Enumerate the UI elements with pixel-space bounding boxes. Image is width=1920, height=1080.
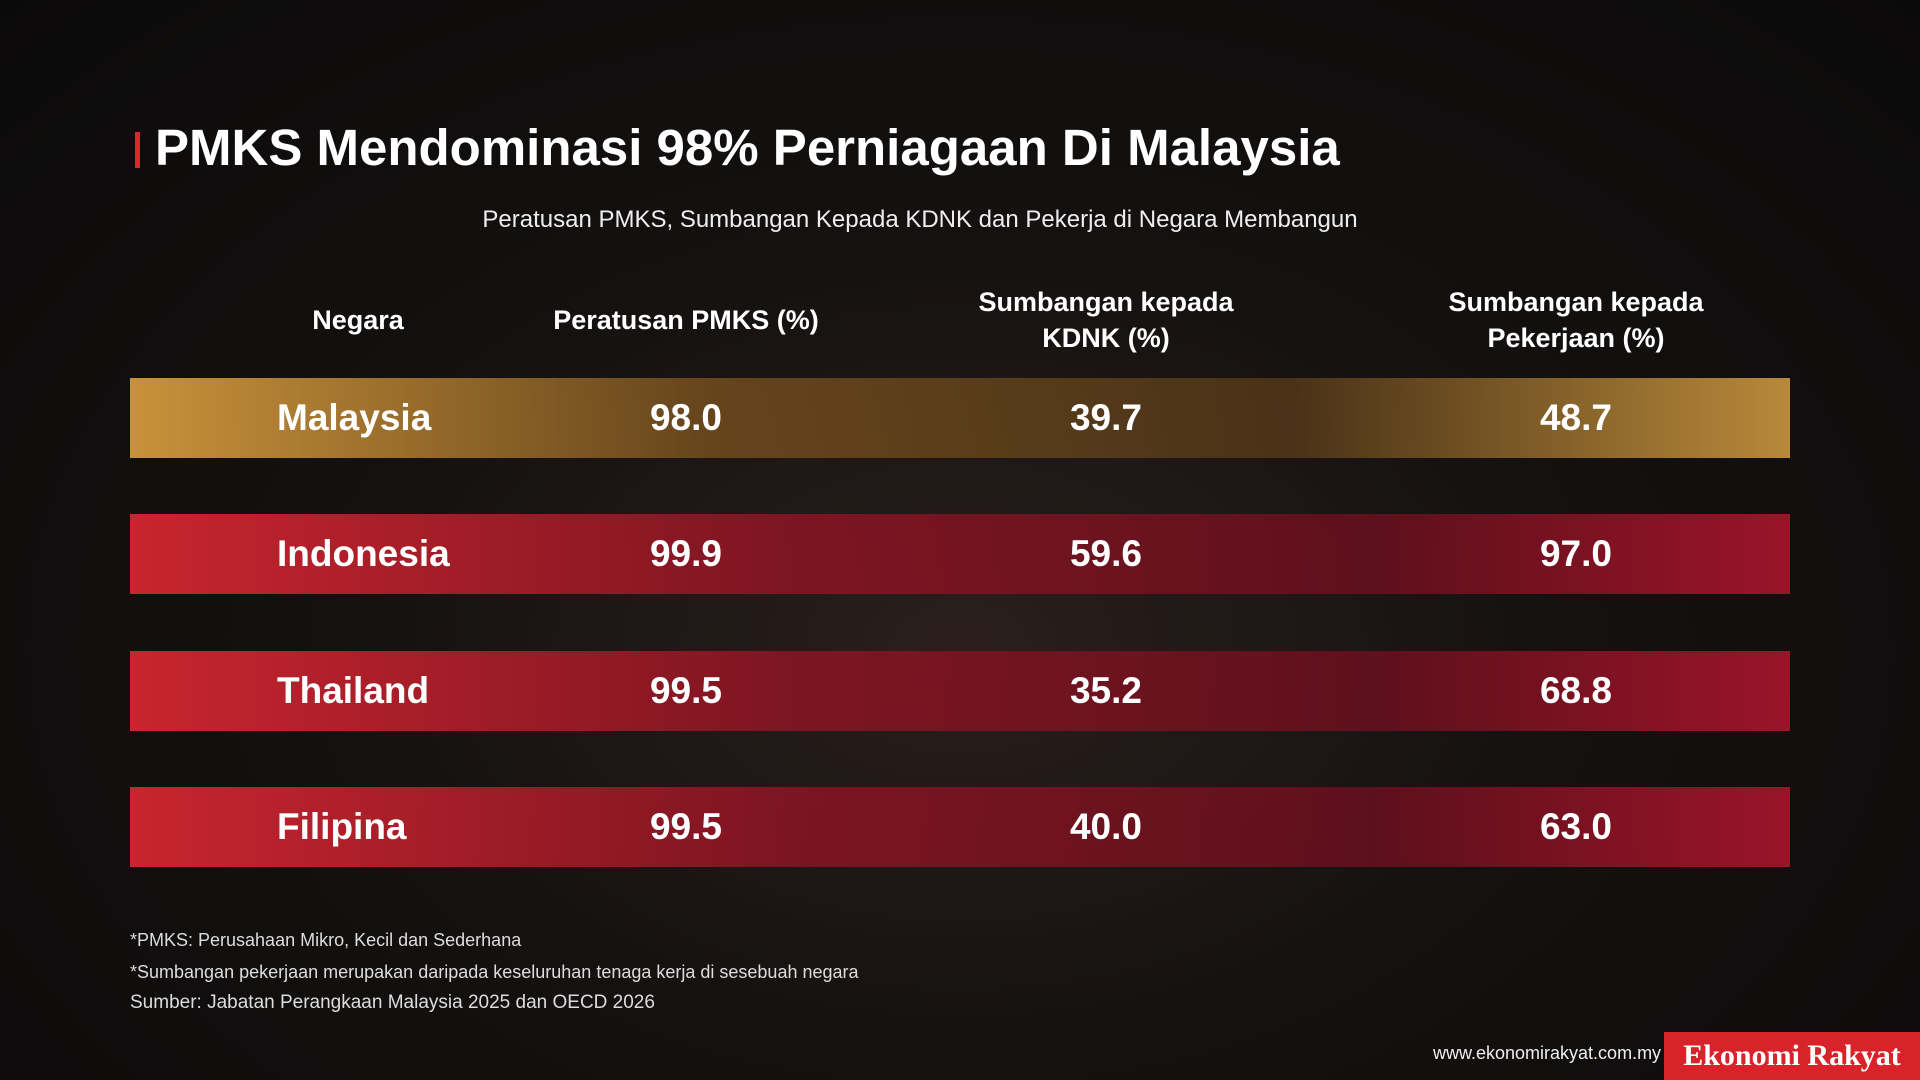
title-accent xyxy=(135,132,140,168)
brand-logo: Ekonomi Rakyat xyxy=(1664,1032,1920,1080)
title: PMKS Mendominasi 98% Perniagaan Di Malay… xyxy=(155,119,1340,176)
table-row: Indonesia 99.9 59.6 97.0 xyxy=(130,514,1790,594)
website: www.ekonomirakyat.com.my xyxy=(1433,1043,1662,1063)
value-cell: 98.0 xyxy=(649,397,722,438)
value-cell: 59.6 xyxy=(1069,533,1142,574)
value-cell: 40.0 xyxy=(1069,806,1142,847)
column-header: Peratusan PMKS (%) xyxy=(553,305,819,335)
value-cell: 39.7 xyxy=(1069,397,1142,438)
value-cell: 48.7 xyxy=(1539,397,1612,438)
subtitle: Peratusan PMKS, Sumbangan Kepada KDNK da… xyxy=(482,206,1358,233)
table-row: Thailand 99.5 35.2 68.8 xyxy=(130,651,1790,731)
table-row: Filipina 99.5 40.0 63.0 xyxy=(130,787,1790,867)
value-cell: 63.0 xyxy=(1539,806,1612,847)
country-cell: Indonesia xyxy=(277,533,450,574)
column-header: Negara xyxy=(312,305,404,335)
footnote: *PMKS: Perusahaan Mikro, Kecil dan Seder… xyxy=(130,930,522,950)
value-cell: 35.2 xyxy=(1069,670,1142,711)
country-cell: Thailand xyxy=(277,670,430,711)
column-header: Sumbangan kepada Pekerjaan (%) xyxy=(1448,287,1704,353)
source: Sumber: Jabatan Perangkaan Malaysia 2025… xyxy=(130,992,655,1013)
footnote: *Sumbangan pekerjaan merupakan daripada … xyxy=(130,962,859,982)
value-cell: 68.8 xyxy=(1539,670,1612,711)
value-cell: 99.5 xyxy=(649,670,722,711)
value-cell: 97.0 xyxy=(1539,533,1612,574)
country-cell: Filipina xyxy=(277,806,407,847)
table-row: Malaysia 98.0 39.7 48.7 xyxy=(130,378,1790,458)
country-cell: Malaysia xyxy=(277,397,432,438)
value-cell: 99.5 xyxy=(649,806,722,847)
column-header: Sumbangan kepada KDNK (%) xyxy=(978,287,1234,353)
value-cell: 99.9 xyxy=(649,533,722,574)
